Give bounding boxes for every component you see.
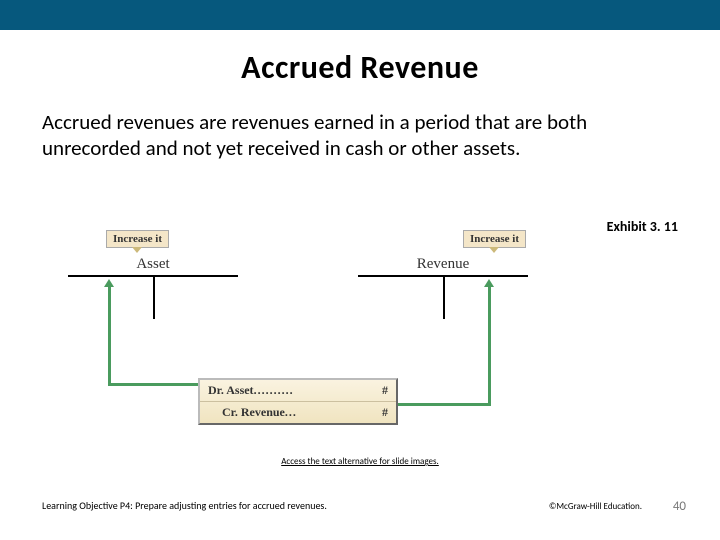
entry-cr-row: Cr. Revenue ... # xyxy=(200,401,396,423)
t-account-diagram: Increase it Increase it Asset Revenue Dr… xyxy=(68,252,568,427)
entry-dr-label: Dr. Asset xyxy=(208,383,254,398)
entry-dr-amount: # xyxy=(382,383,388,398)
increase-tag-revenue: Increase it xyxy=(463,230,526,248)
arrow-asset-head xyxy=(104,279,114,287)
t-label-revenue: Revenue xyxy=(358,256,528,273)
arrow-asset-v xyxy=(108,286,111,386)
page-number: 40 xyxy=(673,499,686,514)
copyright-text: ©McGraw-Hill Education. xyxy=(549,501,642,512)
arrow-revenue-v xyxy=(488,286,491,406)
entry-dr-row: Dr. Asset .......... # xyxy=(200,380,396,401)
exhibit-label: Exhibit 3. 11 xyxy=(607,218,678,235)
dotfill-icon: .......... xyxy=(254,383,382,398)
arrow-asset-h xyxy=(108,383,200,386)
entry-cr-label: Cr. Revenue xyxy=(208,405,285,420)
dotfill-icon: ... xyxy=(285,405,362,420)
t-account-revenue: Revenue xyxy=(358,256,528,317)
text-alternative-link[interactable]: Access the text alternative for slide im… xyxy=(0,456,720,467)
entry-cr-amount: # xyxy=(362,405,388,420)
t-account-asset: Asset xyxy=(68,256,238,317)
learning-objective: Learning Objective P4: Prepare adjusting… xyxy=(42,499,327,512)
increase-tag-asset: Increase it xyxy=(106,230,169,248)
slide-title: Accrued Revenue xyxy=(0,48,720,87)
arrow-revenue-head xyxy=(484,279,494,287)
t-label-asset: Asset xyxy=(68,256,238,273)
definition-text: Accrued revenues are revenues earned in … xyxy=(42,109,678,162)
arrow-revenue-h xyxy=(398,403,491,406)
top-bar xyxy=(0,0,720,30)
journal-entry-box: Dr. Asset .......... # Cr. Revenue ... # xyxy=(198,378,398,425)
